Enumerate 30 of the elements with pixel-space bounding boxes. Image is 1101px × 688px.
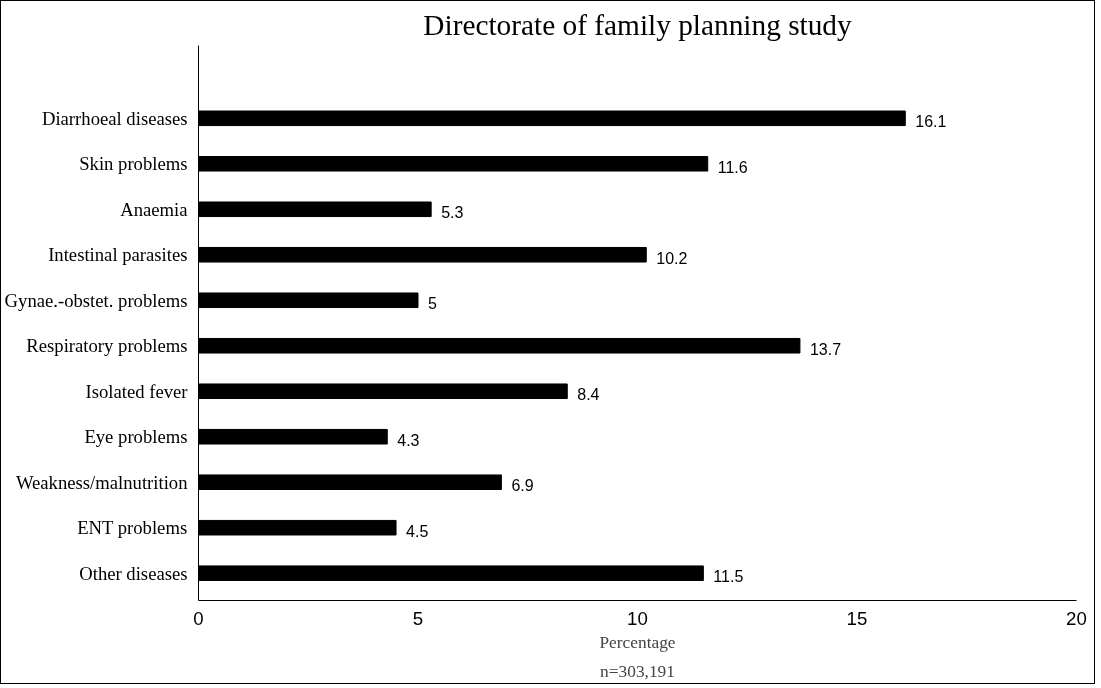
data-label: 5.3 <box>441 204 464 222</box>
data-label: 11.5 <box>713 568 744 586</box>
x-tick-label: 0 <box>193 607 204 629</box>
y-tick-label: Other diseases <box>79 562 188 584</box>
chart-title: Directorate of family planning study <box>423 8 853 41</box>
data-label: 8.4 <box>577 386 600 404</box>
data-label: 13.7 <box>809 340 842 358</box>
data-label: 6.9 <box>511 477 534 495</box>
x-tick-label: 5 <box>412 607 424 629</box>
data-label: 4.5 <box>406 522 429 540</box>
x-tick-label: 15 <box>846 607 868 629</box>
y-tick-label: Eye problems <box>84 426 188 448</box>
y-tick-label: Weakness/malnutrition <box>15 471 189 493</box>
y-tick-label: Gynae.-obstet. problems <box>4 289 188 311</box>
data-label: 11.6 <box>717 158 748 176</box>
data-label: 5 <box>428 295 437 313</box>
text: n=303,191 <box>600 661 675 681</box>
x-axis-title: Percentage <box>599 632 676 652</box>
y-tick-label: Isolated fever <box>85 380 189 402</box>
data-label: 16.1 <box>915 113 947 131</box>
y-tick-label: ENT problems <box>77 517 188 539</box>
y-tick-label: Intestinal parasites <box>48 244 188 266</box>
y-tick-label: Anaemia <box>120 198 189 220</box>
x-tick-label: 10 <box>627 607 648 629</box>
data-label: 4.3 <box>397 431 420 449</box>
x-tick-label: 20 <box>1066 607 1087 629</box>
y-tick-label: Respiratory problems <box>26 335 188 357</box>
data-label: 10.2 <box>656 249 688 267</box>
y-tick-label: Diarrhoeal diseases <box>41 107 188 129</box>
y-tick-label: Skin problems <box>79 153 188 175</box>
